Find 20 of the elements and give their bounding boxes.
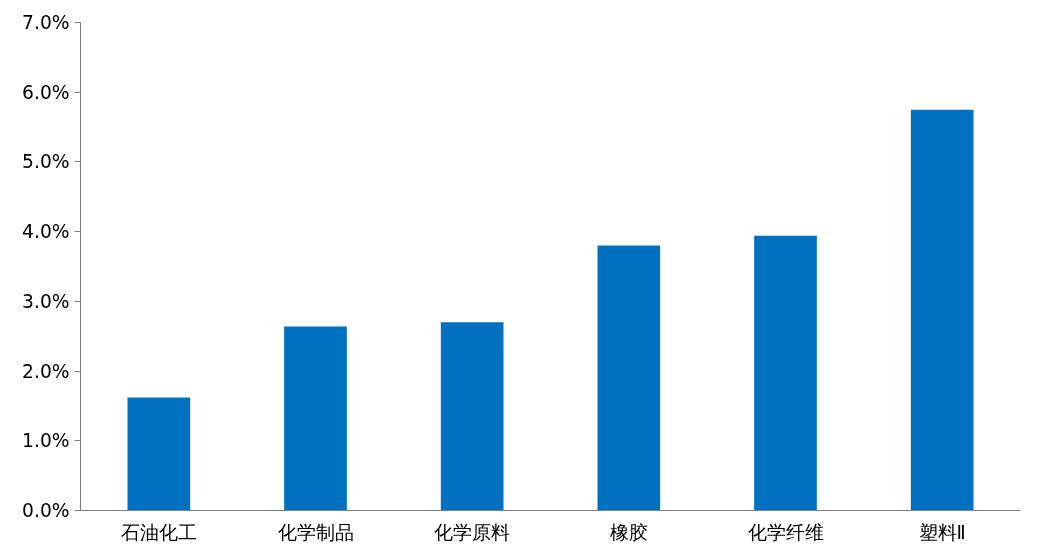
x-tick-label: 化学原料	[434, 521, 511, 543]
x-tick-label: 化学纤维	[747, 521, 824, 543]
bar	[440, 322, 504, 511]
y-tick-label: 6.0%	[22, 81, 70, 103]
x-tick-label: 石油化工	[120, 521, 197, 543]
bar	[597, 245, 661, 511]
y-tick-label: 4.0%	[22, 221, 70, 243]
x-tick-label: 橡胶	[609, 521, 648, 543]
bar	[284, 326, 347, 511]
y-tick-label: 0.0%	[22, 500, 70, 521]
bar	[754, 235, 817, 511]
y-tick-label: 3.0%	[22, 290, 70, 312]
y-tick-label: 5.0%	[22, 151, 70, 173]
bar	[910, 109, 974, 511]
x-tick-label: 化学制品	[277, 521, 354, 543]
y-tick-label: 7.0%	[22, 12, 70, 33]
bar	[127, 397, 191, 511]
y-tick-label: 1.0%	[22, 430, 70, 452]
y-tick-label: 2.0%	[22, 360, 70, 382]
x-tick-label: 塑料Ⅱ	[918, 521, 966, 543]
